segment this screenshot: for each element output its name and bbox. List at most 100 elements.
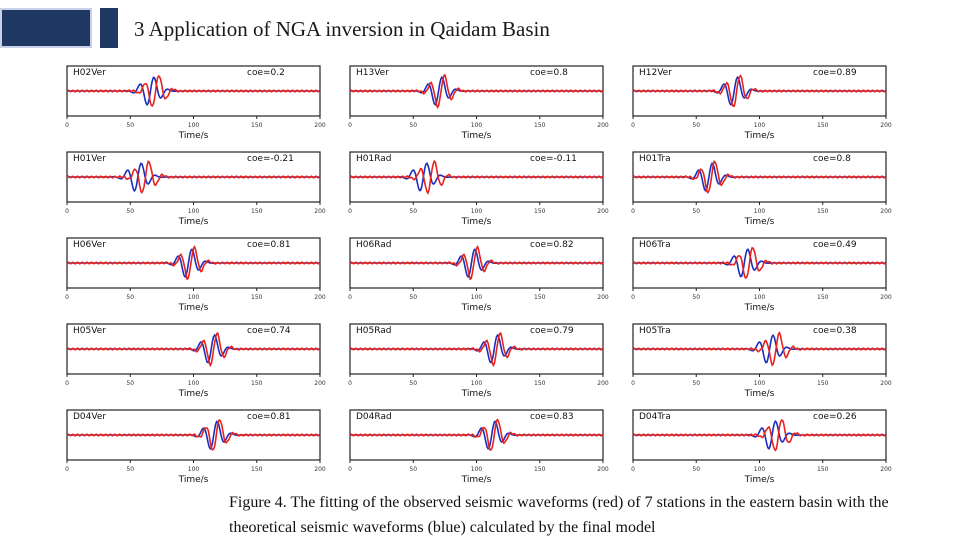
x-axis-label: Time/s — [461, 389, 492, 399]
x-tick-label: 0 — [65, 122, 69, 129]
panel-coe-label: coe=0.8 — [530, 68, 568, 78]
x-tick-label: 0 — [348, 208, 352, 215]
panel-station-label: D04Ver — [73, 412, 106, 422]
panel-coe-label: coe=0.8 — [813, 154, 851, 164]
x-tick-label: 100 — [471, 122, 483, 129]
header-accent-block — [0, 8, 92, 48]
waveform-panel-H13Ver: H13Ver coe=0.8 0 50 100 150 200 Time/s — [348, 65, 609, 141]
panel-station-label: D04Tra — [639, 412, 671, 422]
panel-coe-label: coe=0.81 — [247, 240, 291, 250]
panel-coe-label: coe=0.74 — [247, 326, 291, 336]
x-tick-label: 50 — [692, 122, 700, 129]
x-tick-label: 50 — [126, 380, 134, 387]
observed-waveform-line — [66, 332, 321, 368]
x-tick-label: 200 — [597, 294, 609, 301]
x-tick-label: 200 — [314, 294, 326, 301]
waveform-panel-D04Tra: D04Tra coe=0.26 0 50 100 150 200 Time/s — [631, 409, 892, 485]
x-tick-label: 100 — [471, 294, 483, 301]
x-tick-label: 200 — [314, 380, 326, 387]
waveform-panel-D04Rad: D04Rad coe=0.83 0 50 100 150 200 Time/s — [348, 409, 609, 485]
x-axis-label: Time/s — [178, 475, 209, 485]
x-tick-label: 50 — [409, 208, 417, 215]
x-tick-label: 150 — [251, 380, 263, 387]
x-tick-label: 0 — [65, 208, 69, 215]
x-tick-label: 100 — [471, 208, 483, 215]
slide-title: 3 Application of NGA inversion in Qaidam… — [134, 17, 550, 41]
x-tick-label: 50 — [126, 208, 134, 215]
panel-station-label: D04Rad — [356, 412, 392, 422]
x-axis-label: Time/s — [744, 475, 775, 485]
observed-waveform-line — [349, 244, 604, 281]
x-tick-label: 100 — [754, 380, 766, 387]
x-tick-label: 150 — [817, 380, 829, 387]
panel-station-label: H06Rad — [356, 240, 392, 250]
x-tick-label: 100 — [471, 466, 483, 473]
x-tick-label: 0 — [631, 208, 635, 215]
panel-coe-label: coe=0.79 — [530, 326, 574, 336]
panel-coe-label: coe=0.49 — [813, 240, 857, 250]
panel-station-label: H01Ver — [73, 154, 106, 164]
x-axis-label: Time/s — [178, 217, 209, 227]
panel-station-label: H01Tra — [639, 154, 671, 164]
panel-coe-label: coe=0.82 — [530, 240, 574, 250]
x-tick-label: 100 — [188, 294, 200, 301]
panel-station-label: H06Ver — [73, 240, 106, 250]
header-accent-strip — [100, 8, 118, 48]
x-tick-label: 200 — [597, 208, 609, 215]
x-tick-label: 50 — [126, 466, 134, 473]
x-axis-label: Time/s — [461, 475, 492, 485]
waveform-panel-H06Tra: H06Tra coe=0.49 0 50 100 150 200 Time/s — [631, 237, 892, 313]
waveform-panel-H02Ver: H02Ver coe=0.2 0 50 100 150 200 Time/s — [65, 65, 326, 141]
panel-coe-label: coe=0.38 — [813, 326, 857, 336]
x-tick-label: 50 — [692, 208, 700, 215]
waveform-panel-H06Ver: H06Ver coe=0.81 0 50 100 150 200 Time/s — [65, 237, 326, 313]
x-tick-label: 200 — [597, 380, 609, 387]
x-axis-label: Time/s — [461, 131, 492, 141]
panel-coe-label: coe=0.2 — [247, 68, 285, 78]
x-axis-label: Time/s — [744, 303, 775, 313]
waveform-panel-H05Rad: H05Rad coe=0.79 0 50 100 150 200 Time/s — [348, 323, 609, 399]
observed-waveform-line — [632, 419, 887, 452]
x-tick-label: 150 — [251, 122, 263, 129]
x-tick-label: 0 — [348, 122, 352, 129]
x-tick-label: 0 — [65, 380, 69, 387]
waveform-panel-H05Tra: H05Tra coe=0.38 0 50 100 150 200 Time/s — [631, 323, 892, 399]
panel-coe-label: coe=0.81 — [247, 412, 291, 422]
x-tick-label: 100 — [188, 380, 200, 387]
x-tick-label: 50 — [126, 122, 134, 129]
x-tick-label: 200 — [314, 208, 326, 215]
x-tick-label: 0 — [348, 294, 352, 301]
x-tick-label: 150 — [534, 208, 546, 215]
panel-station-label: H05Ver — [73, 326, 106, 336]
panel-coe-label: coe=0.89 — [813, 68, 857, 78]
panel-station-label: H02Ver — [73, 68, 106, 78]
panel-coe-label: coe=-0.21 — [247, 154, 294, 164]
x-tick-label: 100 — [188, 466, 200, 473]
x-tick-label: 200 — [880, 208, 892, 215]
panel-station-label: H13Ver — [356, 68, 389, 78]
x-tick-label: 0 — [631, 466, 635, 473]
x-tick-label: 50 — [692, 466, 700, 473]
observed-waveform-line — [632, 160, 887, 194]
observed-waveform-line — [66, 74, 321, 107]
x-tick-label: 100 — [754, 208, 766, 215]
observed-waveform-line — [66, 419, 321, 451]
waveform-panel-D04Ver: D04Ver coe=0.81 0 50 100 150 200 Time/s — [65, 409, 326, 485]
panel-coe-label: coe=-0.11 — [530, 154, 577, 164]
x-tick-label: 150 — [251, 294, 263, 301]
x-tick-label: 150 — [817, 208, 829, 215]
waveform-panel-H05Ver: H05Ver coe=0.74 0 50 100 150 200 Time/s — [65, 323, 326, 399]
x-tick-label: 200 — [880, 380, 892, 387]
x-axis-label: Time/s — [744, 217, 775, 227]
observed-waveform-line — [349, 418, 604, 452]
observed-waveform-line — [349, 73, 604, 109]
x-axis-label: Time/s — [461, 217, 492, 227]
x-tick-label: 0 — [631, 294, 635, 301]
x-tick-label: 100 — [754, 466, 766, 473]
panel-coe-label: coe=0.26 — [813, 412, 857, 422]
x-axis-label: Time/s — [744, 389, 775, 399]
x-tick-label: 0 — [631, 380, 635, 387]
figure-caption: Figure 4. The fitting of the observed se… — [229, 494, 889, 536]
x-tick-label: 50 — [692, 380, 700, 387]
